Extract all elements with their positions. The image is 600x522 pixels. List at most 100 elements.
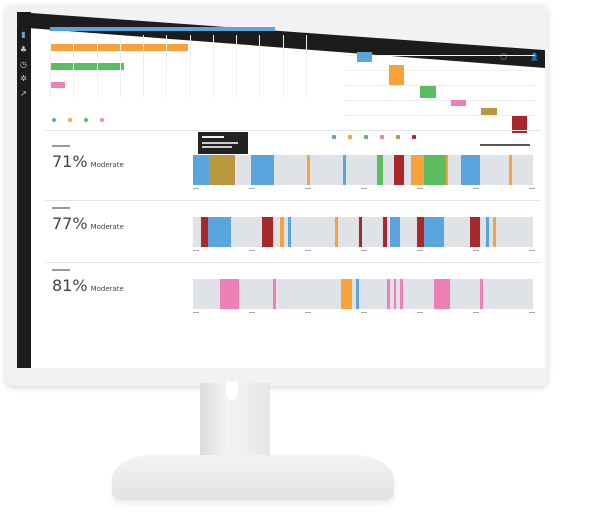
row-percent: 77% Moderate <box>52 214 124 233</box>
cluster-icon[interactable]: ♣ <box>19 45 28 54</box>
time-tick <box>305 250 311 251</box>
gridline <box>306 35 307 97</box>
timeline-segment[interactable] <box>492 217 496 247</box>
time-tick <box>193 312 199 313</box>
timeline-segment[interactable] <box>341 279 352 309</box>
legend-swatch <box>412 135 416 139</box>
legend-swatch <box>84 118 88 122</box>
timeline-segment[interactable] <box>359 217 363 247</box>
gridline <box>236 35 238 97</box>
legend-swatch <box>52 118 56 122</box>
gridline <box>259 35 261 97</box>
timeline-segment[interactable] <box>280 217 285 247</box>
status-label: Moderate <box>90 285 124 293</box>
time-tick <box>417 188 423 189</box>
time-tick <box>417 312 423 313</box>
timeline-segment[interactable] <box>261 217 273 247</box>
time-tick <box>305 188 311 189</box>
timeline-segment[interactable] <box>383 217 387 247</box>
timeline-segment[interactable] <box>287 217 291 247</box>
waterfall-bar <box>420 86 436 98</box>
row-divider <box>45 262 540 263</box>
time-tick <box>193 250 199 251</box>
bar-chart-icon[interactable]: ▮ <box>21 30 26 39</box>
percent-value: 77% <box>52 214 88 233</box>
timeline-segment[interactable] <box>306 155 310 185</box>
user-icon[interactable]: 👤 <box>530 53 539 61</box>
waterfall-bar <box>451 100 466 106</box>
timeline-segment[interactable] <box>393 155 404 185</box>
legend-swatch <box>348 135 352 139</box>
timeline-segment[interactable] <box>486 217 490 247</box>
gridline <box>345 85 535 86</box>
time-tick <box>529 188 535 189</box>
timeline-segment[interactable] <box>445 155 448 185</box>
timeline-segment[interactable] <box>342 155 346 185</box>
time-tick <box>417 250 423 251</box>
tooltip <box>198 132 248 154</box>
legend <box>52 118 106 122</box>
row-percent: 81% Moderate <box>52 276 124 295</box>
gridline <box>282 35 284 97</box>
timeline-segment[interactable] <box>509 155 513 185</box>
waterfall-bar <box>357 52 372 62</box>
time-tick <box>305 312 311 313</box>
timeline-segment[interactable] <box>219 279 239 309</box>
timeline-segment[interactable] <box>386 279 390 309</box>
timeline-segment[interactable] <box>470 217 480 247</box>
timeline-track <box>193 217 533 247</box>
legend-swatch <box>364 135 368 139</box>
line-chart-icon[interactable]: ↗ <box>20 89 27 98</box>
timeline-segment[interactable] <box>250 155 274 185</box>
gridline <box>212 35 214 97</box>
timeline-segment[interactable] <box>193 155 209 185</box>
time-tick <box>473 250 479 251</box>
gridline <box>73 35 75 97</box>
waterfall-bar <box>481 108 497 115</box>
legend <box>332 135 418 139</box>
legend-swatch <box>68 118 72 122</box>
timeline-segment[interactable] <box>460 155 481 185</box>
status-label: Moderate <box>90 223 124 231</box>
timeline-legend-label <box>480 144 530 146</box>
timeline-segment[interactable] <box>411 155 425 185</box>
time-tick <box>473 312 479 313</box>
timeline-segment[interactable] <box>335 217 338 247</box>
waterfall-bar <box>389 65 404 85</box>
waterfall-bar <box>512 116 527 133</box>
help-icon[interactable]: ◯ <box>500 53 507 60</box>
clock-icon[interactable]: ◷ <box>20 60 27 69</box>
gridline <box>345 55 535 56</box>
timeline-segment[interactable] <box>376 155 384 185</box>
legend-swatch <box>100 118 104 122</box>
timeline-track <box>193 279 533 309</box>
timeline-segment[interactable] <box>479 279 483 309</box>
timeline-segment[interactable] <box>390 217 401 247</box>
time-tick <box>249 312 255 313</box>
time-tick <box>529 312 535 313</box>
gear-icon[interactable]: ✲ <box>20 74 27 83</box>
timeline-segment[interactable] <box>208 155 236 185</box>
time-tick <box>249 250 255 251</box>
timeline-segment[interactable] <box>272 279 277 309</box>
monitor-stand-base <box>112 455 394 500</box>
gridline <box>50 35 51 97</box>
bar <box>50 63 125 70</box>
bar <box>50 27 276 31</box>
timeline-segment[interactable] <box>208 217 232 247</box>
time-tick <box>473 188 479 189</box>
timeline-segment[interactable] <box>355 279 359 309</box>
legend-swatch <box>380 135 384 139</box>
legend-swatch <box>332 135 336 139</box>
gridline <box>166 35 168 97</box>
timeline-segment[interactable] <box>200 217 209 247</box>
timeline-segment[interactable] <box>423 217 444 247</box>
timeline-segment[interactable] <box>417 217 424 247</box>
timeline-segment[interactable] <box>424 155 446 185</box>
row-divider <box>45 200 540 201</box>
gridline <box>345 70 535 71</box>
timeline-segment[interactable] <box>433 279 450 309</box>
timeline-segment[interactable] <box>393 279 397 309</box>
timeline-segment[interactable] <box>400 279 404 309</box>
row-divider <box>45 130 540 131</box>
